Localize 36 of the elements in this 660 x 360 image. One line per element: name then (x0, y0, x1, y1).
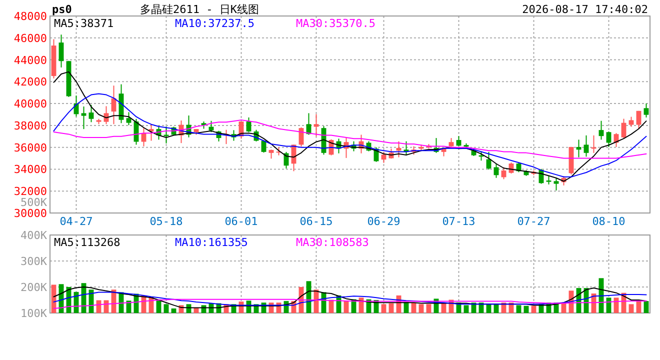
line-series (53, 71, 647, 182)
x-tick-label: 04-27 (60, 215, 93, 228)
y-tick-label: 34000 (14, 163, 47, 176)
y-tick-label: 300K (20, 255, 48, 268)
y-tick-label: 400K (20, 229, 48, 242)
x-tick-label: 07-13 (442, 215, 476, 228)
x-tick-label: 06-29 (367, 215, 400, 228)
x-tick-label: 08-10 (592, 215, 626, 228)
x-tick-label: 06-01 (224, 215, 258, 228)
text: MA30:108583 (296, 236, 369, 249)
chart-subtitle: 2026-08-17 17:40:02 (522, 3, 648, 16)
x-tick-label: 05-18 (150, 215, 183, 228)
y-tick-label: 38000 (14, 119, 47, 132)
text: MA10:37237.5 (175, 17, 254, 30)
text: MA5:113268 (54, 236, 120, 249)
line-series (53, 298, 647, 309)
y-tick-label: 100K (20, 307, 48, 320)
y-tick-label: 32000 (14, 185, 47, 198)
y-tick-label: 48000 (14, 10, 47, 23)
y-tick-label: 36000 (14, 141, 47, 154)
text: 500K (20, 196, 48, 209)
x-tick-label: 07-27 (517, 215, 550, 228)
y-tick-label: 200K (20, 281, 48, 294)
line-series (53, 292, 647, 306)
y-tick-label: 30000 (14, 207, 47, 220)
line-series (53, 119, 647, 159)
y-tick-label: 44000 (14, 54, 47, 67)
y-tick-label: 40000 (14, 98, 47, 111)
text: ps0 (52, 3, 72, 16)
x-tick-label: 06-15 (300, 215, 333, 228)
text: MA5:38371 (54, 17, 114, 30)
y-tick-label: 42000 (14, 76, 47, 89)
text: MA10:161355 (175, 236, 248, 249)
chart-title: 多晶硅2611 - 日K线图 (140, 3, 259, 16)
text: MA30:35370.5 (296, 17, 376, 30)
y-tick-label: 46000 (14, 32, 47, 45)
